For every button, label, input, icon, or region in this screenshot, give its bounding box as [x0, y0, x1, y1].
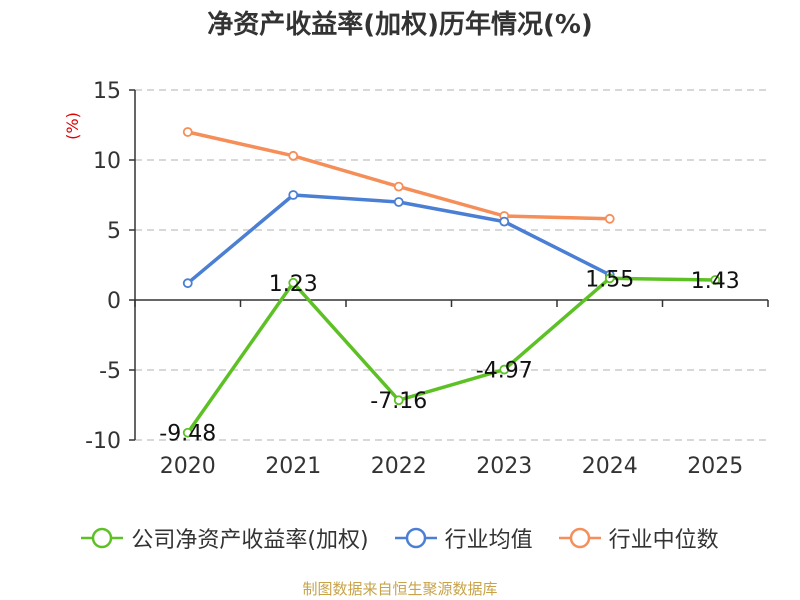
- x-tick-label: 2020: [160, 454, 216, 479]
- legend: 公司净资产收益率(加权) 行业均值 行业中位数: [0, 520, 800, 556]
- y-tick-label: 15: [93, 79, 121, 104]
- y-tick-label: -5: [99, 359, 121, 384]
- series-layer: [182, 127, 721, 438]
- legend-item[interactable]: 行业均值: [394, 522, 533, 554]
- legend-swatch: [558, 527, 601, 549]
- y-tick-label: 0: [107, 289, 121, 314]
- y-tick-label: 5: [107, 219, 121, 244]
- x-tick-label: 2022: [371, 454, 427, 479]
- legend-label: 行业均值: [444, 528, 533, 553]
- x-tick-label: 2025: [687, 454, 743, 479]
- data-point: [604, 273, 615, 284]
- data-point: [288, 277, 299, 288]
- legend-swatch: [394, 527, 437, 549]
- x-tick-label: 2024: [582, 454, 638, 479]
- data-point: [499, 364, 510, 375]
- data-point: [182, 127, 193, 137]
- legend-label: 公司净资产收益率(加权): [131, 528, 369, 553]
- y-tick-label: -10: [85, 429, 121, 454]
- label-layer: -9.48 1.23 -7.16 -4.97 1.55 1.43: [159, 267, 739, 446]
- data-point: [604, 213, 615, 224]
- series-line-1: [186, 193, 611, 285]
- chart-title: 净资产收益率(加权)历年情况(%): [207, 10, 593, 40]
- data-point: [288, 150, 299, 161]
- legend-item[interactable]: 行业中位数: [558, 522, 719, 554]
- x-tick-label: 2021: [265, 454, 321, 479]
- grid-layer: [135, 89, 768, 441]
- source-note: 制图数据来自恒生聚源数据库: [302, 580, 498, 598]
- data-point: [393, 181, 404, 192]
- data-label: 1.23: [269, 272, 318, 297]
- data-point: [393, 197, 404, 207]
- data-label: -4.97: [476, 359, 533, 384]
- y-tick-label: 10: [93, 149, 121, 174]
- legend-item[interactable]: 公司净资产收益率(加权): [81, 522, 369, 554]
- data-point: [288, 190, 299, 200]
- data-label: -7.16: [370, 389, 427, 414]
- axis-layer: 15 10 5 0 -5 -10 2020 2021 2022 2023 2024 2025 (%): [63, 79, 769, 479]
- data-point: [710, 275, 721, 285]
- x-tick-label: 2023: [476, 454, 532, 479]
- legend-swatch: [81, 527, 124, 549]
- data-point: [182, 278, 193, 289]
- series-line-0: [186, 276, 716, 434]
- data-point: [499, 216, 510, 227]
- legend-label: 行业中位数: [608, 528, 719, 553]
- data-label: -9.48: [159, 422, 216, 447]
- data-label: 1.43: [691, 269, 740, 294]
- data-label: 1.55: [585, 267, 634, 292]
- y-axis-label: (%): [63, 112, 82, 140]
- data-point: [182, 427, 193, 438]
- data-point: [393, 395, 404, 406]
